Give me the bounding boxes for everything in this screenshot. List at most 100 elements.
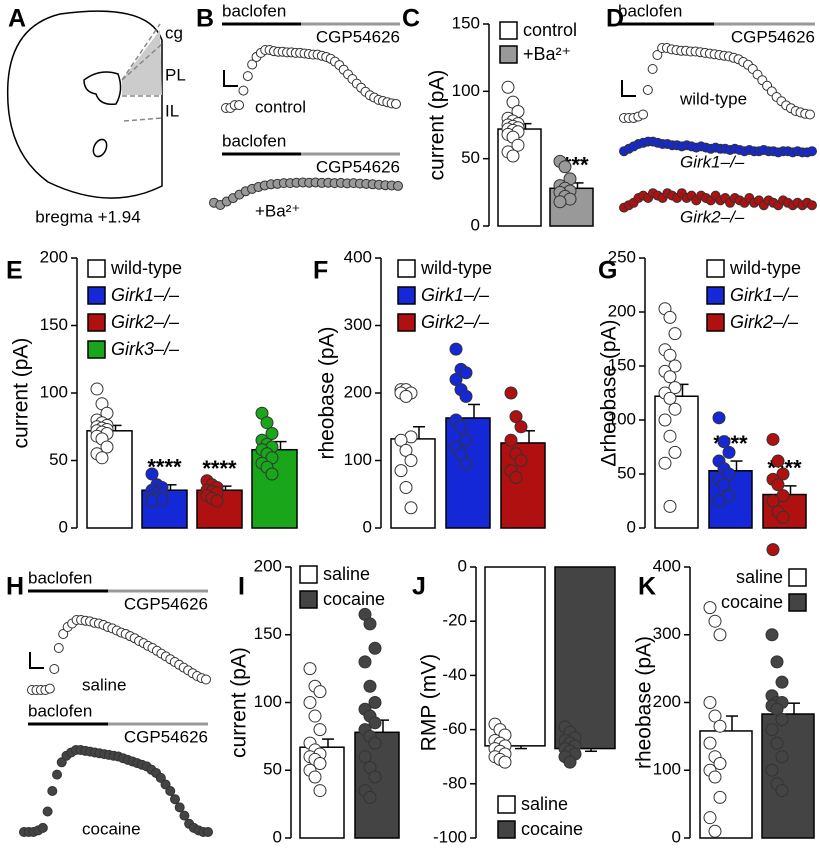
y-axis-label: current (pA)	[426, 70, 449, 181]
data-point	[668, 402, 682, 416]
y-tick-label: 200	[653, 692, 681, 711]
data-point	[313, 723, 327, 737]
data-point	[100, 440, 114, 454]
y-tick-label: 400	[653, 556, 681, 575]
legend-swatch	[499, 21, 518, 40]
data-point	[90, 382, 104, 396]
data-point	[668, 381, 682, 395]
y-tick-label: 300	[653, 624, 681, 643]
data-point	[717, 478, 731, 492]
data-point	[708, 709, 722, 723]
slice-outline	[6, 10, 163, 199]
data-point	[404, 501, 418, 515]
y-tick-label: 300	[344, 315, 372, 334]
y-tick-label: 100	[344, 450, 372, 469]
trace-point	[238, 85, 249, 96]
data-point	[368, 770, 382, 784]
data-point	[313, 784, 327, 798]
data-point	[771, 478, 785, 492]
y-tick-label: -80	[442, 773, 467, 792]
legend-label: saline	[323, 564, 370, 584]
data-point	[775, 784, 789, 798]
data-point	[404, 454, 418, 467]
legend-label: Girk3–/–	[111, 339, 180, 359]
data-point	[712, 411, 726, 425]
trace-label: wild-type	[679, 89, 747, 108]
trace-label: saline	[82, 675, 126, 694]
trace-point	[807, 200, 817, 211]
legend-swatch	[87, 340, 106, 359]
legend-label: cocaine	[721, 592, 783, 612]
trace-label: Girk1–/–	[680, 152, 745, 171]
scale-bar	[621, 80, 636, 97]
trace-point	[42, 806, 53, 817]
y-tick-label: 0	[363, 517, 372, 536]
legend-swatch	[788, 568, 807, 587]
legend-swatch	[497, 795, 516, 814]
trace-point	[52, 769, 63, 780]
trace-point	[58, 629, 69, 639]
legend-swatch	[87, 313, 106, 332]
trace-point	[652, 50, 663, 60]
data-point	[766, 432, 780, 446]
legend-label: Girk1–/–	[421, 285, 490, 305]
data-point	[558, 160, 572, 174]
data-point	[663, 370, 677, 384]
data-point	[722, 467, 736, 481]
panel-label: A	[8, 5, 26, 33]
data-point	[498, 755, 512, 769]
data-point	[658, 456, 672, 470]
panel-label: J	[412, 573, 426, 601]
data-point	[770, 736, 784, 750]
data-point	[703, 736, 717, 750]
y-tick-label: 50	[263, 760, 282, 779]
data-point	[775, 675, 789, 689]
legend-swatch	[87, 286, 106, 305]
y-axis-label: Δrheobase (pA)	[598, 319, 621, 466]
y-tick-label: 50	[617, 463, 636, 482]
data-point	[663, 391, 677, 405]
drug-label: baclofen	[618, 1, 682, 20]
data-point	[765, 723, 779, 737]
trace-point	[174, 802, 185, 813]
y-tick-label: 200	[40, 247, 68, 266]
data-point	[303, 696, 317, 709]
trace-point	[47, 786, 58, 796]
panel-label: G	[598, 257, 617, 285]
data-point	[399, 389, 413, 403]
legend-label: Girk2–/–	[111, 312, 180, 332]
antagonist-label: CGP54626	[124, 727, 208, 746]
bregma-caption: bregma +1.94	[35, 207, 140, 226]
data-point	[722, 445, 736, 459]
data-point	[663, 310, 677, 324]
y-tick-label: -40	[442, 665, 467, 684]
legend-label: saline	[521, 794, 568, 814]
data-point	[776, 510, 790, 524]
panel-a-diagram: cg PL IL bregma +1.94	[6, 10, 186, 226]
data-point	[459, 457, 473, 471]
drug-label: baclofen	[222, 131, 286, 150]
data-point	[765, 628, 779, 642]
trace-label: +Ba²⁺	[255, 201, 300, 220]
data-point	[770, 655, 784, 669]
data-point	[504, 433, 518, 447]
trace-point	[37, 822, 48, 833]
data-point	[501, 80, 515, 94]
trace-point	[638, 109, 649, 120]
legend-swatch	[397, 313, 416, 332]
trace-point	[53, 643, 64, 653]
trace-point	[44, 683, 55, 694]
y-axis-label: rheobase (pA)	[316, 326, 339, 459]
y-tick-label: 150	[40, 315, 68, 334]
bar	[554, 566, 616, 750]
legend-label: wild-type	[110, 258, 182, 278]
y-tick-label: 0	[672, 827, 681, 846]
data-point	[358, 750, 372, 764]
data-point	[703, 696, 717, 709]
y-tick-label: 50	[49, 450, 68, 469]
data-point	[663, 429, 677, 443]
data-point	[313, 756, 327, 770]
antagonist-label: CGP54626	[316, 157, 400, 176]
legend-swatch	[87, 259, 106, 278]
